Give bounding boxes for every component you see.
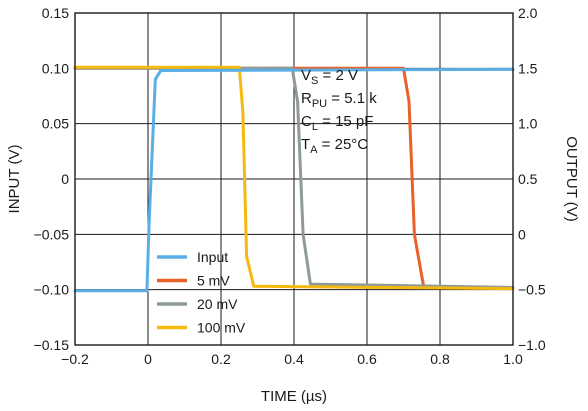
y-right-tick-labels: 2.0 1.5 1.0 0.5 0 −0.5 −1.0 xyxy=(518,5,546,353)
legend-label: 100 mV xyxy=(197,320,246,336)
annotation-line: VS = 2 V xyxy=(301,67,358,87)
x-tick-labels: −0.2 0 0.2 0.4 0.6 0.8 1.0 xyxy=(61,351,523,367)
legend: Input 5 mV 20 mV 100 mV xyxy=(157,249,246,336)
y-left-tick-label: 0.05 xyxy=(42,116,69,132)
y-right-tick-label: −1.0 xyxy=(518,337,546,353)
y-left-tick-label: 0.15 xyxy=(42,5,69,21)
legend-label: 20 mV xyxy=(197,296,238,312)
x-tick-label: −0.2 xyxy=(61,351,89,367)
y-left-tick-label: −0.10 xyxy=(34,282,70,298)
x-tick-label: 0.8 xyxy=(430,351,450,367)
y-left-tick-label: −0.15 xyxy=(34,337,70,353)
x-tick-label: 0.2 xyxy=(211,351,231,367)
x-tick-label: 0.6 xyxy=(357,351,377,367)
y-right-tick-label: −0.5 xyxy=(518,282,546,298)
y-left-tick-label: −0.05 xyxy=(34,226,70,242)
x-axis-title: TIME (µs) xyxy=(261,388,327,405)
series-line-20-mv xyxy=(73,66,515,289)
series-line-input xyxy=(73,67,515,293)
annotation-line: CL = 15 pF xyxy=(301,113,373,133)
x-tick-label: 0 xyxy=(144,351,152,367)
series-line-100-mv xyxy=(73,65,515,291)
y-right-tick-label: 1.0 xyxy=(518,116,538,132)
y-right-tick-label: 0.5 xyxy=(518,171,538,187)
legend-label: 5 mV xyxy=(197,273,230,289)
plot-frame xyxy=(74,12,514,346)
y-left-tick-label: 0 xyxy=(61,171,69,187)
y-right-tick-label: 0 xyxy=(518,226,526,242)
series-lines xyxy=(73,65,515,293)
y-right-axis-title: OUTPUT (V) xyxy=(563,136,580,222)
y-left-tick-label: 0.10 xyxy=(42,60,69,76)
annotation-line: TA = 25°C xyxy=(301,136,368,156)
y-left-axis-title: INPUT (V) xyxy=(6,145,23,214)
legend-label: Input xyxy=(197,249,228,265)
annotation-line: RPU = 5.1 k xyxy=(301,90,377,110)
x-tick-label: 1.0 xyxy=(503,351,523,367)
conditions-annotation: VS = 2 V RPU = 5.1 k CL = 15 pF TA = 25°C xyxy=(301,67,377,156)
y-left-tick-labels: 0.15 0.10 0.05 0 −0.05 −0.10 −0.15 xyxy=(34,5,70,353)
x-tick-label: 0.4 xyxy=(284,351,304,367)
y-right-tick-label: 2.0 xyxy=(518,5,538,21)
y-right-tick-label: 1.5 xyxy=(518,60,538,76)
grid-lines xyxy=(75,13,513,345)
